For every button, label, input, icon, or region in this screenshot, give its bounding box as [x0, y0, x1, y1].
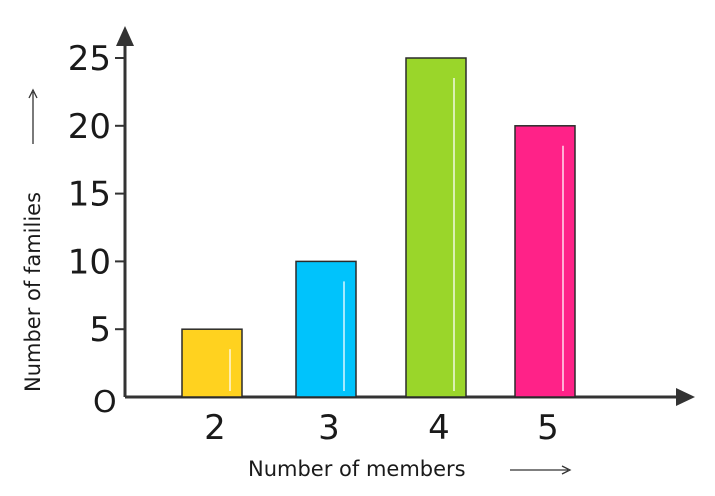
x-axis-arrowhead — [676, 388, 695, 406]
y-tick-label: 15 — [68, 175, 111, 215]
y-tick-label: 5 — [89, 310, 111, 350]
y-tick-label: 20 — [68, 107, 111, 147]
x-tick-label: 4 — [428, 408, 450, 448]
origin-label: O — [93, 385, 117, 420]
x-axis-title: Number of members — [248, 457, 466, 481]
y-tick-label: 25 — [68, 39, 111, 79]
y-axis-title: Number of families — [21, 192, 45, 392]
y-ticks: 5 10 15 20 25 — [68, 39, 125, 350]
y-axis-arrowhead — [116, 26, 134, 46]
x-tick-label: 5 — [537, 408, 559, 448]
bar-2 — [181, 328, 243, 398]
x-ticks: 2 3 4 5 — [204, 408, 559, 448]
y-axis-title-arrow — [28, 88, 38, 144]
x-tick-label: 2 — [204, 408, 226, 448]
bar-4 — [405, 57, 467, 398]
y-tick-label: 10 — [68, 242, 111, 282]
bars — [181, 57, 576, 398]
x-tick-label: 3 — [318, 408, 340, 448]
bar-5 — [514, 125, 576, 398]
x-axis-title-arrow — [510, 465, 572, 475]
bar-3 — [295, 260, 357, 398]
